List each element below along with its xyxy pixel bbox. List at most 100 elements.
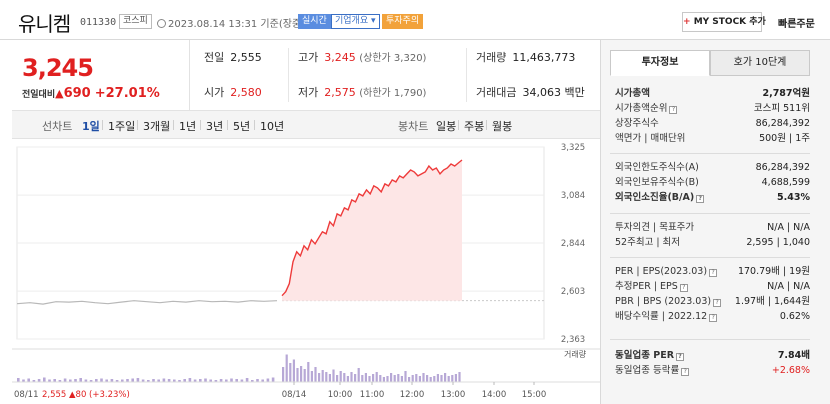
up-triangle-icon: ▲: [55, 87, 64, 100]
group-divider: [610, 213, 810, 214]
info-key: 액면가 | 매매단위: [615, 133, 686, 144]
candle-monthly[interactable]: 월봉: [492, 120, 513, 133]
info-key: 외국인한도주식수(A): [615, 162, 699, 173]
high-label: 고가: [298, 51, 319, 64]
info-value: N/A | N/A: [767, 222, 810, 233]
tab-orderbook[interactable]: 호가 10단계: [710, 50, 810, 76]
separator: [102, 120, 103, 130]
help-icon[interactable]: ?: [669, 106, 678, 114]
volume-bar: [422, 373, 425, 382]
volume-bar: [318, 373, 321, 382]
volume-bar: [115, 380, 119, 382]
volume: 거래량 11,463,773: [476, 40, 575, 75]
volume-bar: [193, 379, 197, 382]
period-3y[interactable]: 3년: [206, 120, 224, 133]
add-mystock-button[interactable]: + MY STOCK 추가: [682, 12, 766, 32]
volume-bar: [256, 379, 259, 382]
volume-bar: [230, 378, 233, 382]
volume-bar: [167, 379, 171, 382]
info-row: 외국인한도주식수(A) 86,284,392: [610, 160, 810, 175]
info-value: N/A | N/A: [767, 281, 810, 292]
info-value: 7.84배: [777, 350, 810, 361]
help-icon[interactable]: ?: [709, 269, 718, 277]
volume-bar: [325, 372, 328, 382]
info-key: 추정PER | EPS?: [615, 279, 688, 294]
prev-day-change: ▲80 (+3.23%): [69, 390, 130, 400]
volume-bar: [74, 379, 77, 382]
info-value: 1.97배 | 1,644원: [734, 296, 810, 307]
stock-name: 유니켐: [18, 12, 71, 36]
prev-close-value: 2,555: [230, 51, 262, 64]
period-3m[interactable]: 3개월: [143, 120, 171, 133]
realtime-badge[interactable]: 실시간: [298, 14, 331, 29]
volume-bar: [69, 379, 72, 382]
volume-bar: [429, 377, 432, 382]
candle-daily[interactable]: 일봉: [436, 120, 457, 133]
info-key: 상장주식수: [615, 118, 659, 129]
x-tick-label: 14:00: [482, 390, 507, 400]
change-percent: +27.01%: [94, 86, 160, 101]
volume-bar: [235, 379, 238, 382]
info-key: PBR | BPS (2023.03)?: [615, 294, 722, 309]
info-value: 170.79배 | 19원: [737, 266, 810, 277]
volume-bar: [188, 378, 192, 382]
volume-bar: [110, 379, 114, 382]
help-icon[interactable]: ?: [679, 284, 688, 292]
volume-label: 거래량: [476, 51, 507, 64]
price-chart: 3,325 3,084 2,844 2,603 2,363 08/14 10:00 11:0…: [12, 143, 600, 400]
open-value: 2,580: [230, 86, 262, 99]
volume-bar: [162, 378, 166, 382]
info-value: 500원 | 1주: [759, 133, 810, 144]
period-1w[interactable]: 1주일: [108, 120, 136, 133]
help-icon[interactable]: ?: [681, 368, 690, 376]
x-tick-label: 15:00: [522, 390, 547, 400]
info-value: 86,284,392: [755, 118, 810, 129]
volume-bar: [296, 368, 299, 382]
volume-bar: [372, 374, 375, 382]
lower-limit: (하한가 1,790): [359, 88, 427, 99]
info-group1: 시가총액 2,787억원 시가총액순위? 코스피 511위 상장주식수 86,284,39…: [610, 86, 810, 146]
volume-bar: [354, 374, 357, 382]
separator: [486, 120, 487, 130]
volume-bar: [131, 378, 134, 382]
group-divider: [610, 153, 810, 154]
volume-bar: [121, 379, 124, 382]
help-icon[interactable]: ?: [676, 353, 685, 361]
volume-bar: [303, 369, 306, 382]
period-1y[interactable]: 1년: [179, 120, 197, 133]
stock-code: 011330: [80, 17, 117, 28]
info-key: 외국인보유주식수(B): [615, 177, 699, 188]
tab-investment-info[interactable]: 투자정보: [610, 50, 710, 76]
period-1d[interactable]: 1일: [82, 120, 100, 133]
quick-order-button[interactable]: 빠른주문: [778, 19, 815, 30]
info-group5: 동일업종 PER? 7.84배 동일업종 등락률? +2.68%: [610, 348, 810, 378]
volume-bar: [454, 374, 457, 382]
volume-bar: [152, 379, 155, 382]
x-tick-label: 13:00: [441, 390, 466, 400]
help-icon[interactable]: ?: [709, 314, 718, 322]
help-icon[interactable]: ?: [696, 195, 705, 203]
info-value: 2,787억원: [762, 88, 810, 99]
volume-bar: [328, 374, 331, 382]
quote-grid: 전일 2,555 시가 2,580 고가 3,245 (상한가 3,320) 저가 2,…: [190, 40, 600, 110]
volume-bar: [357, 368, 360, 382]
candle-weekly[interactable]: 주봉: [464, 120, 485, 133]
volume-bar: [225, 379, 228, 382]
add-mystock-label: MY STOCK 추가: [693, 17, 766, 27]
volume-bar: [415, 374, 418, 382]
volume-bar: [105, 379, 108, 382]
x-tick-label: 11:00: [360, 390, 385, 400]
volume-label: 거래량: [564, 349, 587, 359]
x-axis-ticks: 08/14 10:00 11:00 12:00 13:00 14:00 15:00: [282, 382, 547, 400]
info-key: PER | EPS(2023.03)?: [615, 264, 718, 279]
y-tick-label: 2,363: [561, 335, 585, 345]
today-area: [281, 159, 463, 301]
period-10y[interactable]: 10년: [260, 120, 285, 133]
separator: [458, 120, 459, 130]
volume-bar: [48, 379, 51, 382]
today-fill: [282, 160, 462, 301]
company-overview-button[interactable]: 기업개요 ▾: [331, 14, 380, 29]
volume-bar: [375, 372, 378, 382]
period-5y[interactable]: 5년: [233, 120, 251, 133]
help-icon[interactable]: ?: [713, 299, 722, 307]
